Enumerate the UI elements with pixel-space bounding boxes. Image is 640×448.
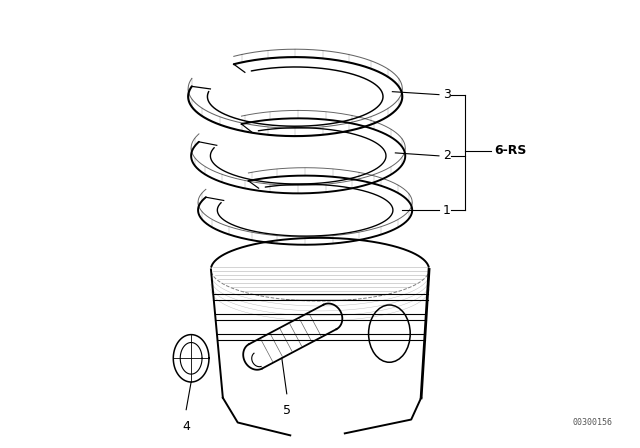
Text: 6-RS: 6-RS xyxy=(495,144,527,157)
Text: 2: 2 xyxy=(443,149,451,162)
Text: 1: 1 xyxy=(443,204,451,217)
Text: 3: 3 xyxy=(443,88,451,101)
Text: 5: 5 xyxy=(283,404,291,417)
Text: 00300156: 00300156 xyxy=(572,418,612,427)
Text: 4: 4 xyxy=(182,419,190,433)
